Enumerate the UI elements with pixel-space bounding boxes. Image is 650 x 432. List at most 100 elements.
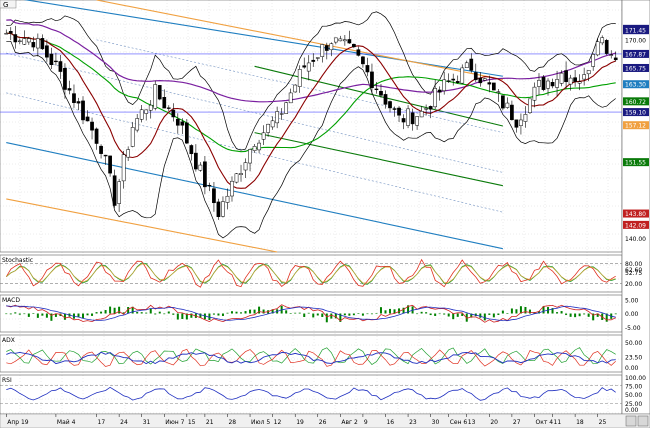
macd-histogram-bar (154, 313, 157, 315)
macd-histogram-bar (145, 312, 148, 314)
macd-histogram-bar (100, 311, 103, 314)
candle-body (8, 31, 13, 34)
candle-body (139, 109, 144, 120)
macd-histogram-bar (537, 311, 540, 314)
price-tag-bg-8 (623, 158, 649, 167)
time-label-16: 23 (409, 419, 417, 426)
macd-histogram-bar (203, 313, 206, 320)
candle-body (361, 56, 365, 65)
candle-body (184, 122, 189, 144)
candle-body (90, 121, 94, 131)
toolbar[interactable]: G (0, 0, 17, 9)
channel-line-4 (6, 198, 278, 253)
macd-histogram-bar (334, 313, 337, 319)
candle-body (216, 201, 221, 218)
panel-axis-label-3-0: 50.00 (625, 340, 642, 347)
candle-body (370, 71, 374, 89)
macd-histogram-bar (86, 313, 89, 316)
macd-histogram-bar (596, 313, 599, 317)
macd-histogram-bar (483, 313, 486, 321)
macd-histogram-bar (506, 313, 509, 314)
macd-histogram-bar (32, 313, 35, 314)
panel-axis-label-2-1: 0.00 (625, 311, 639, 318)
candle-body (514, 119, 519, 128)
candle-body (496, 91, 501, 93)
candle-body (194, 152, 198, 170)
macd-histogram-bar (614, 313, 617, 315)
time-label-18: Сен 6 (450, 419, 468, 426)
candle-body (595, 41, 600, 56)
candle-body (239, 173, 243, 175)
candle-body (356, 49, 361, 56)
macd-histogram-bar (118, 306, 121, 314)
axis-frame (621, 0, 650, 415)
candle-body (613, 57, 618, 61)
candle-body (320, 44, 325, 57)
ma-short-line (6, 32, 616, 189)
candle-body (58, 61, 63, 72)
time-label-5: Июн 7 (165, 419, 184, 426)
candle-body (49, 53, 54, 65)
price-tag-5: 160.72 (625, 99, 646, 106)
macd-histogram-bar (289, 313, 292, 314)
time-label-20: 20 (490, 419, 498, 426)
stochastic-slow-line (6, 263, 616, 284)
candle-body (221, 201, 225, 217)
macd-histogram-bar (578, 313, 581, 317)
price-panel[interactable] (0, 0, 622, 253)
fan-line-0 (6, 52, 503, 173)
macd-histogram-bar (221, 313, 224, 316)
macd-histogram-bar (470, 313, 473, 318)
macd-histogram-bar (95, 312, 98, 314)
macd-histogram-bar (54, 313, 57, 317)
time-label-9: Июл 5 (251, 419, 270, 426)
channel-line-2 (254, 65, 504, 127)
candle-body (541, 76, 546, 90)
panel-axis-label-2-0: 5.00 (625, 297, 639, 304)
indicator-panels[interactable] (0, 258, 622, 404)
macd-histogram-bar (104, 310, 107, 314)
macd-histogram-bar (479, 313, 482, 318)
macd-histogram-bar (258, 306, 261, 314)
macd-histogram-bar (425, 312, 428, 314)
candle-body (604, 40, 609, 54)
time-label-25: 25 (599, 419, 607, 426)
time-label-17: 30 (432, 419, 440, 426)
candle-body (482, 78, 487, 81)
candle-body (40, 38, 45, 50)
candle-body (36, 38, 40, 49)
candle-body (212, 188, 216, 204)
symbol-box[interactable] (0, 0, 17, 9)
time-label-3: 24 (120, 419, 128, 426)
candle-body (63, 68, 67, 90)
candle-body (487, 82, 492, 85)
price-tag-10: 142.09 (625, 222, 646, 229)
candle-body (13, 34, 18, 43)
panel-axis-label-1-3: 20.00 (625, 281, 642, 288)
candle-body (288, 92, 293, 104)
macd-histogram-bar (131, 306, 134, 314)
candle-body (582, 74, 586, 80)
macd-histogram-bar (379, 307, 382, 314)
ma-long-line (6, 19, 616, 103)
panel-axis-label-4-4: 0.00 (625, 407, 639, 414)
candle-body (67, 88, 72, 91)
macd-histogram-bar (528, 309, 531, 314)
macd-histogram-bar (407, 305, 410, 314)
macd-histogram-bar (348, 313, 351, 316)
candle-body (31, 42, 36, 48)
macd-histogram-bar (63, 313, 66, 320)
price-tag-6: 159.10 (625, 110, 646, 117)
candle-body (261, 132, 266, 140)
candle-body (586, 70, 591, 75)
fan-line-1 (6, 92, 503, 213)
time-label-11: 19 (296, 419, 304, 426)
time-label-12: 26 (319, 419, 327, 426)
time-label-13: Авг 2 (341, 419, 358, 426)
ma-mid-line (6, 32, 616, 153)
bollinger-lower (6, 40, 616, 239)
candle-body (175, 118, 180, 126)
macd-histogram-bar (375, 313, 378, 315)
candle-body (428, 106, 433, 110)
